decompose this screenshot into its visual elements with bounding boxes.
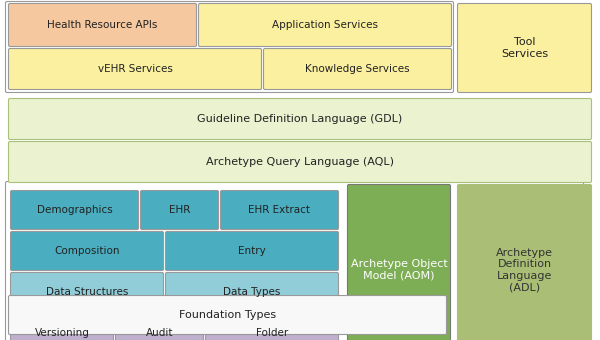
FancyBboxPatch shape (11, 190, 139, 230)
FancyBboxPatch shape (458, 3, 592, 92)
FancyBboxPatch shape (11, 313, 113, 340)
FancyBboxPatch shape (347, 185, 451, 340)
Text: Entry: Entry (238, 246, 266, 256)
Text: Data Types: Data Types (223, 287, 281, 297)
FancyBboxPatch shape (166, 232, 338, 271)
Text: Composition: Composition (54, 246, 120, 256)
Text: Archetype Query Language (AQL): Archetype Query Language (AQL) (206, 157, 394, 167)
Text: Tool
Services: Tool Services (501, 37, 548, 59)
Text: Application Services: Application Services (272, 20, 378, 30)
FancyBboxPatch shape (11, 272, 163, 311)
Text: EHR Extract: EHR Extract (248, 205, 311, 215)
FancyBboxPatch shape (8, 99, 592, 139)
Text: Audit: Audit (146, 328, 173, 338)
FancyBboxPatch shape (140, 190, 218, 230)
FancyBboxPatch shape (8, 295, 446, 335)
FancyBboxPatch shape (205, 313, 338, 340)
FancyBboxPatch shape (263, 49, 452, 89)
Text: Demographics: Demographics (37, 205, 112, 215)
Text: EHR: EHR (169, 205, 190, 215)
FancyBboxPatch shape (221, 190, 338, 230)
FancyBboxPatch shape (199, 3, 452, 47)
Text: Guideline Definition Language (GDL): Guideline Definition Language (GDL) (197, 114, 403, 124)
Text: Archetype Object
Model (AOM): Archetype Object Model (AOM) (350, 259, 448, 281)
FancyBboxPatch shape (115, 313, 203, 340)
Text: vEHR Services: vEHR Services (98, 64, 172, 74)
FancyBboxPatch shape (8, 141, 592, 183)
Text: Data Structures: Data Structures (46, 287, 128, 297)
FancyBboxPatch shape (11, 232, 163, 271)
Text: Knowledge Services: Knowledge Services (305, 64, 410, 74)
Text: Versioning: Versioning (35, 328, 89, 338)
Text: Folder: Folder (256, 328, 288, 338)
Text: Health Resource APIs: Health Resource APIs (47, 20, 158, 30)
FancyBboxPatch shape (458, 185, 592, 340)
FancyBboxPatch shape (8, 3, 197, 47)
FancyBboxPatch shape (166, 272, 338, 311)
Text: Foundation Types: Foundation Types (179, 310, 276, 320)
Text: Archetype
Definition
Language
(ADL): Archetype Definition Language (ADL) (496, 248, 553, 292)
FancyBboxPatch shape (8, 49, 262, 89)
